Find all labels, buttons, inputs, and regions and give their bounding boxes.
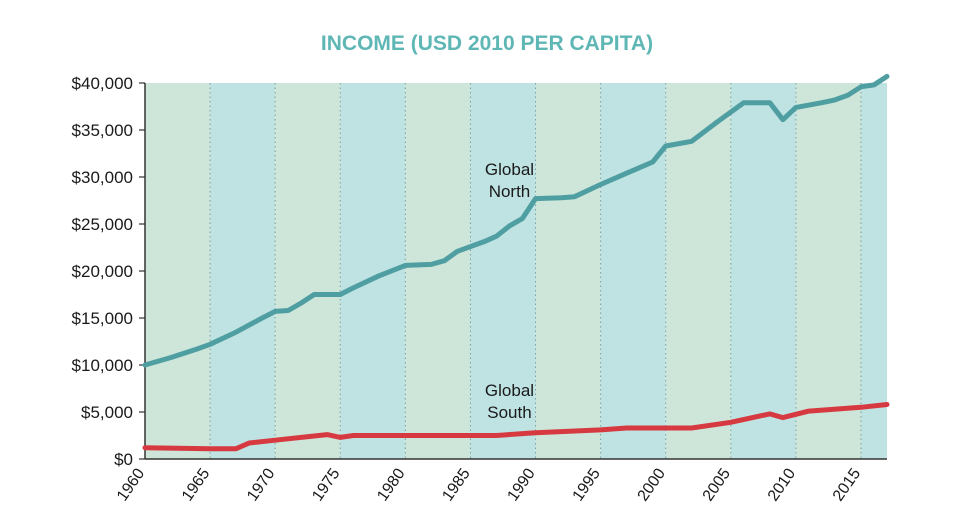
x-axis-tick-labels: 1960 1965 1970 1975 1980 1985 1990 1995 2000 2005… [114, 465, 864, 504]
series-line-global-north [142, 73, 890, 368]
series-labels: Global North Global South [485, 160, 534, 422]
series-label-global-south: Global South [485, 381, 534, 422]
series-label-line: South [487, 403, 531, 422]
x-tick-label: 2000 [635, 465, 669, 504]
chart-title: INCOME (USD 2010 PER CAPITA) [321, 32, 653, 55]
x-tick-label: 1975 [309, 465, 343, 504]
series-label-global-north: Global North [485, 160, 534, 201]
y-tick-label: $25,000 [72, 215, 133, 234]
y-tick-label: $10,000 [72, 356, 133, 375]
y-tick-label: $30,000 [72, 168, 133, 187]
axes [139, 82, 887, 460]
y-tick-label: $5,000 [81, 403, 133, 422]
background-band-1985 [470, 83, 536, 459]
background-band-1960 [145, 83, 211, 459]
background-band-1990 [535, 83, 601, 459]
x-tick-label: 1960 [114, 465, 148, 504]
background-band-1980 [405, 83, 471, 459]
x-tick-label: 1985 [439, 465, 473, 504]
x-tick-label: 1970 [244, 465, 278, 504]
series-label-line: North [489, 182, 531, 201]
y-tick-label: $35,000 [72, 121, 133, 140]
x-tick-label: 1980 [374, 465, 408, 504]
y-tick-label: $15,000 [72, 309, 133, 328]
background-band-2005 [730, 83, 796, 459]
background-bands [145, 83, 887, 459]
y-tick-label: $20,000 [72, 262, 133, 281]
x-tick-label: 1965 [179, 465, 213, 504]
background-band-1970 [275, 83, 341, 459]
y-tick-label: $40,000 [72, 74, 133, 93]
background-band-2015 [860, 83, 887, 459]
x-tick-label: 2015 [830, 465, 864, 504]
series-line-global-south [142, 402, 890, 452]
x-tick-label: 2010 [765, 465, 799, 504]
x-tick-label: 1990 [504, 465, 538, 504]
series-lines [142, 73, 890, 452]
x-tick-label: 1995 [570, 465, 604, 504]
background-band-1995 [600, 83, 666, 459]
series-label-line: Global [485, 381, 534, 400]
background-band-1965 [210, 83, 276, 459]
y-tick-label: $0 [114, 450, 133, 469]
series-label-line: Global [485, 160, 534, 179]
x-tick-label: 2005 [700, 465, 734, 504]
y-axis-tick-labels: $0 $5,000 $10,000 $15,000 $20,000 $25,000 $30,… [72, 74, 133, 469]
background-band-2010 [795, 83, 861, 459]
